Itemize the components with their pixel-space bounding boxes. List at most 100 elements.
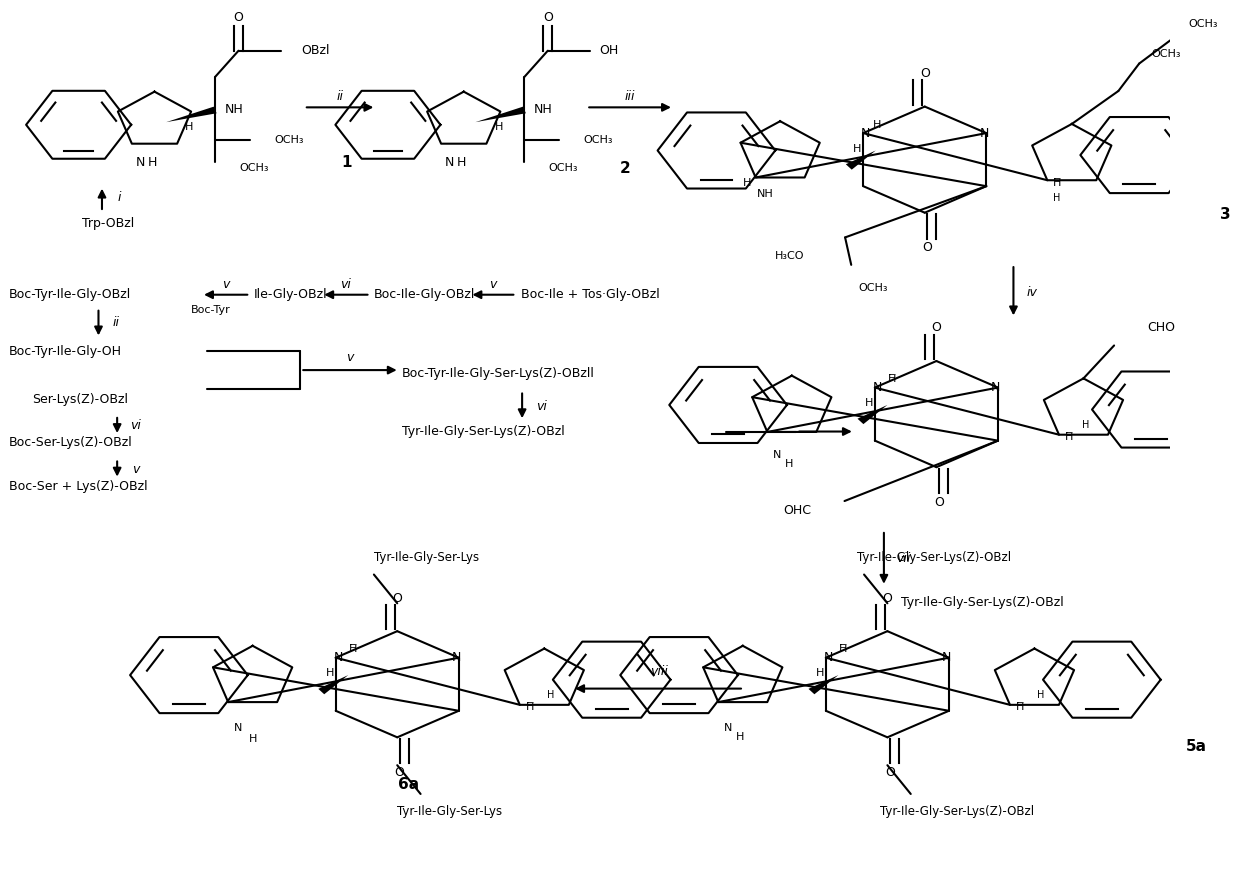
Text: O: O (883, 592, 893, 604)
Text: OCH₃: OCH₃ (274, 134, 304, 145)
Polygon shape (166, 107, 217, 122)
Text: NH: NH (533, 103, 553, 117)
Text: H: H (1037, 690, 1044, 700)
Text: O: O (885, 766, 895, 779)
Text: H₃CO: H₃CO (775, 251, 805, 260)
Text: H: H (737, 732, 744, 742)
Text: 1: 1 (342, 154, 352, 170)
Text: vii: vii (897, 553, 911, 566)
Text: N: N (724, 724, 733, 733)
Text: vi: vi (537, 400, 547, 413)
Text: H: H (1054, 193, 1060, 203)
Text: ̱H: ̱H (873, 119, 882, 130)
Text: 5a: 5a (1185, 739, 1207, 754)
Text: Tyr-Ile-Gly-Ser-Lys(Z)-OBzl: Tyr-Ile-Gly-Ser-Lys(Z)-OBzl (857, 551, 1011, 564)
Polygon shape (858, 405, 888, 424)
Text: ii: ii (336, 89, 343, 103)
Text: Tyr-Ile-Gly-Ser-Lys: Tyr-Ile-Gly-Ser-Lys (397, 805, 502, 818)
Text: H: H (785, 460, 794, 469)
Text: Boc-Ile + Tos·Gly-OBzl: Boc-Ile + Tos·Gly-OBzl (521, 289, 660, 301)
Text: O: O (394, 766, 404, 779)
Text: OBzl: OBzl (301, 44, 330, 57)
Text: Tyr-Ile-Gly-Ser-Lys(Z)-OBzl: Tyr-Ile-Gly-Ser-Lys(Z)-OBzl (880, 805, 1034, 818)
Text: OHC: OHC (784, 503, 811, 517)
Text: O: O (392, 592, 402, 604)
Text: Boc-Tyr: Boc-Tyr (191, 305, 231, 316)
Text: O: O (923, 241, 932, 254)
Polygon shape (808, 675, 838, 695)
Polygon shape (319, 675, 348, 695)
Text: N: N (136, 156, 145, 168)
Text: Ser-Lys(Z)-OBzl: Ser-Lys(Z)-OBzl (32, 393, 128, 406)
Text: OCH₃: OCH₃ (583, 134, 613, 145)
Text: N: N (823, 652, 833, 664)
Text: OCH₃: OCH₃ (548, 163, 578, 174)
Text: Tyr-Ile-Gly-Ser-Lys(Z)-OBzl: Tyr-Ile-Gly-Ser-Lys(Z)-OBzl (402, 425, 564, 438)
Text: 3: 3 (1220, 207, 1230, 222)
Text: Ile-Gly-OBzl: Ile-Gly-OBzl (254, 289, 327, 301)
Text: H: H (743, 177, 751, 188)
Text: Tyr-Ile-Gly-Ser-Lys(Z)-OBzl: Tyr-Ile-Gly-Ser-Lys(Z)-OBzl (901, 595, 1064, 609)
Text: H̅: H̅ (1065, 432, 1073, 442)
Text: v: v (346, 352, 353, 364)
Polygon shape (475, 107, 526, 122)
Text: vi: vi (341, 278, 351, 291)
Text: v: v (222, 278, 229, 291)
Text: Boc-Ser + Lys(Z)-OBzl: Boc-Ser + Lys(Z)-OBzl (9, 480, 148, 493)
Text: N: N (991, 381, 1001, 394)
Text: Boc-Ile-Gly-OBzl: Boc-Ile-Gly-OBzl (374, 289, 475, 301)
Text: viii: viii (650, 665, 667, 678)
Text: OH: OH (599, 44, 618, 57)
Text: 2: 2 (620, 160, 630, 176)
Text: Boc-Tyr-Ile-Gly-Ser-Lys(Z)-OBzll: Boc-Tyr-Ile-Gly-Ser-Lys(Z)-OBzll (402, 367, 595, 380)
Text: NH: NH (224, 103, 243, 117)
Text: vi: vi (130, 419, 141, 432)
Text: H: H (326, 668, 334, 678)
Polygon shape (846, 151, 875, 169)
Text: O: O (920, 67, 930, 80)
Text: 6a: 6a (398, 777, 419, 792)
Text: iii: iii (624, 89, 635, 103)
Text: N: N (334, 652, 342, 664)
Text: O: O (931, 321, 941, 334)
Text: N: N (234, 724, 242, 733)
Text: v: v (490, 278, 497, 291)
Text: Boc-Ser-Lys(Z)-OBzl: Boc-Ser-Lys(Z)-OBzl (9, 437, 133, 449)
Text: i: i (118, 190, 122, 203)
Text: H: H (148, 156, 156, 168)
Text: Boc-Tyr-Ile-Gly-OH: Boc-Tyr-Ile-Gly-OH (9, 345, 122, 358)
Text: H̅: H̅ (839, 644, 848, 654)
Text: N: N (980, 126, 988, 139)
Text: H̅: H̅ (1053, 177, 1061, 188)
Text: OCH₃: OCH₃ (1188, 19, 1218, 29)
Text: H: H (495, 123, 503, 132)
Text: Trp-OBzl: Trp-OBzl (82, 217, 134, 230)
Text: H̅: H̅ (888, 374, 897, 384)
Text: H: H (816, 668, 825, 678)
Text: H̅: H̅ (526, 702, 533, 712)
Text: O: O (233, 11, 243, 24)
Text: H: H (248, 734, 257, 745)
Text: O: O (934, 496, 944, 509)
Text: H: H (1083, 420, 1090, 430)
Text: N: N (773, 450, 781, 460)
Text: H̅: H̅ (1016, 702, 1024, 712)
Text: Tyr-Ile-Gly-Ser-Lys: Tyr-Ile-Gly-Ser-Lys (373, 551, 479, 564)
Text: OCH₃: OCH₃ (858, 282, 888, 293)
Text: N: N (451, 652, 461, 664)
Text: ii: ii (113, 316, 119, 329)
Text: N: N (861, 126, 870, 139)
Text: iv: iv (1027, 286, 1038, 298)
Text: H̅: H̅ (348, 644, 357, 654)
Text: O: O (543, 11, 553, 24)
Text: H: H (456, 156, 466, 168)
Text: CHO: CHO (1147, 321, 1176, 333)
Text: H: H (547, 690, 554, 700)
Text: v: v (133, 462, 140, 475)
Text: N: N (942, 652, 951, 664)
Text: N: N (445, 156, 454, 168)
Text: H: H (864, 398, 873, 408)
Text: Boc-Tyr-Ile-Gly-OBzl: Boc-Tyr-Ile-Gly-OBzl (9, 289, 131, 301)
Text: N: N (873, 381, 882, 394)
Text: OCH₃: OCH₃ (239, 163, 268, 174)
